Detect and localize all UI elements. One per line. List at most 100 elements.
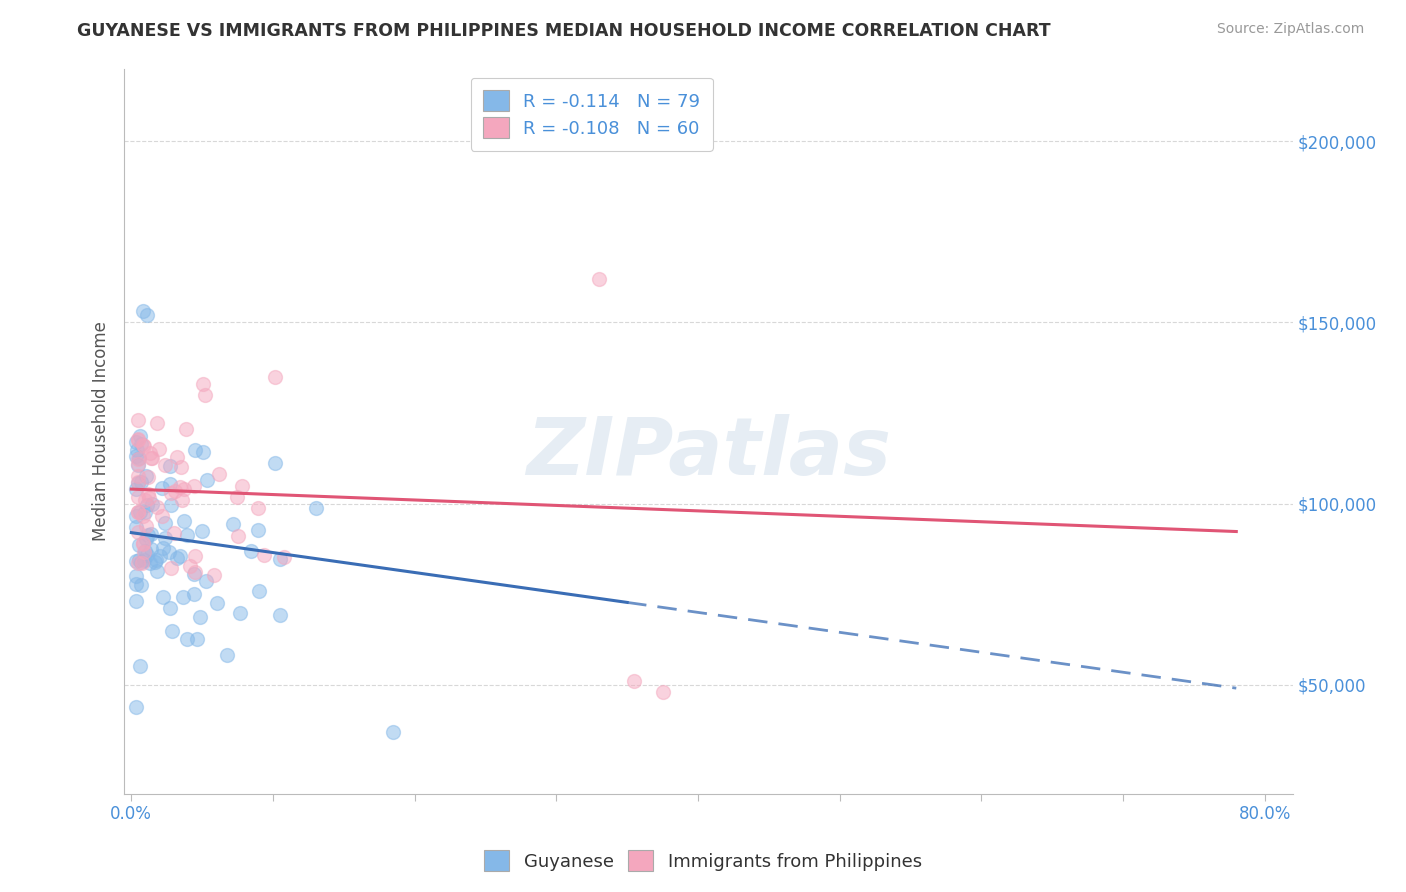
Point xyxy=(129,555,152,569)
Point xyxy=(166,450,188,464)
Point xyxy=(176,632,198,646)
Point xyxy=(160,486,183,500)
Point xyxy=(169,459,191,474)
Point xyxy=(127,490,149,504)
Point xyxy=(124,509,146,524)
Text: ZIPatlas: ZIPatlas xyxy=(526,414,891,491)
Point xyxy=(138,491,160,505)
Point xyxy=(246,523,269,537)
Point xyxy=(135,518,157,533)
Point xyxy=(128,538,150,552)
Point xyxy=(183,587,205,601)
Point xyxy=(139,446,162,460)
Point xyxy=(127,452,149,467)
Point xyxy=(153,516,176,531)
Point xyxy=(149,549,172,563)
Point xyxy=(153,531,176,545)
Point xyxy=(146,500,169,514)
Point xyxy=(132,553,155,567)
Point xyxy=(150,482,173,496)
Point xyxy=(269,608,291,623)
Point xyxy=(139,527,162,541)
Point xyxy=(132,509,155,524)
Point xyxy=(382,725,405,739)
Y-axis label: Median Household Income: Median Household Income xyxy=(93,321,110,541)
Point xyxy=(191,445,214,459)
Point xyxy=(160,499,183,513)
Point xyxy=(131,556,153,570)
Point xyxy=(215,648,238,663)
Point xyxy=(253,548,276,562)
Point xyxy=(128,429,150,443)
Point xyxy=(172,591,194,605)
Point xyxy=(184,549,207,563)
Point xyxy=(205,596,228,610)
Point xyxy=(183,479,205,493)
Point xyxy=(651,685,673,699)
Point xyxy=(128,553,150,567)
Point xyxy=(124,434,146,449)
Point xyxy=(125,443,148,458)
Point xyxy=(269,551,291,566)
Point xyxy=(273,550,295,565)
Point xyxy=(127,476,149,491)
Point xyxy=(162,526,184,541)
Point xyxy=(132,536,155,550)
Point xyxy=(150,509,173,524)
Legend: Guyanese, Immigrants from Philippines: Guyanese, Immigrants from Philippines xyxy=(477,843,929,879)
Point xyxy=(124,577,146,591)
Point xyxy=(195,473,218,487)
Point xyxy=(143,555,166,569)
Point xyxy=(188,610,211,624)
Point xyxy=(195,574,218,588)
Point xyxy=(153,458,176,473)
Point xyxy=(231,478,253,492)
Point xyxy=(186,632,208,647)
Point xyxy=(169,479,191,493)
Point xyxy=(152,590,174,604)
Point xyxy=(141,541,163,556)
Point xyxy=(139,451,162,466)
Point xyxy=(170,492,193,507)
Point xyxy=(184,565,207,579)
Point xyxy=(176,528,198,542)
Point xyxy=(134,492,156,507)
Point xyxy=(127,475,149,490)
Point xyxy=(127,469,149,483)
Point xyxy=(129,436,152,450)
Point xyxy=(190,524,212,538)
Point xyxy=(159,561,181,575)
Point xyxy=(160,624,183,638)
Point xyxy=(146,416,169,430)
Point xyxy=(304,501,326,516)
Point xyxy=(127,505,149,519)
Point xyxy=(124,519,146,533)
Point xyxy=(239,543,262,558)
Point xyxy=(173,514,195,528)
Point xyxy=(141,451,163,466)
Point xyxy=(132,439,155,453)
Point xyxy=(222,517,245,532)
Point xyxy=(623,674,645,689)
Point xyxy=(136,498,159,512)
Point xyxy=(127,413,149,427)
Point xyxy=(134,505,156,519)
Point xyxy=(127,524,149,539)
Point xyxy=(141,497,163,511)
Point xyxy=(183,442,205,457)
Point xyxy=(128,451,150,466)
Point xyxy=(131,475,153,489)
Point xyxy=(135,532,157,546)
Point xyxy=(129,505,152,519)
Point xyxy=(139,556,162,570)
Point xyxy=(166,551,188,566)
Point xyxy=(202,568,225,582)
Point xyxy=(132,537,155,551)
Point xyxy=(208,467,231,481)
Point xyxy=(263,456,285,470)
Point xyxy=(132,544,155,558)
Point xyxy=(146,564,169,578)
Point xyxy=(226,529,249,543)
Text: GUYANESE VS IMMIGRANTS FROM PHILIPPINES MEDIAN HOUSEHOLD INCOME CORRELATION CHAR: GUYANESE VS IMMIGRANTS FROM PHILIPPINES … xyxy=(77,22,1050,40)
Point xyxy=(124,449,146,463)
